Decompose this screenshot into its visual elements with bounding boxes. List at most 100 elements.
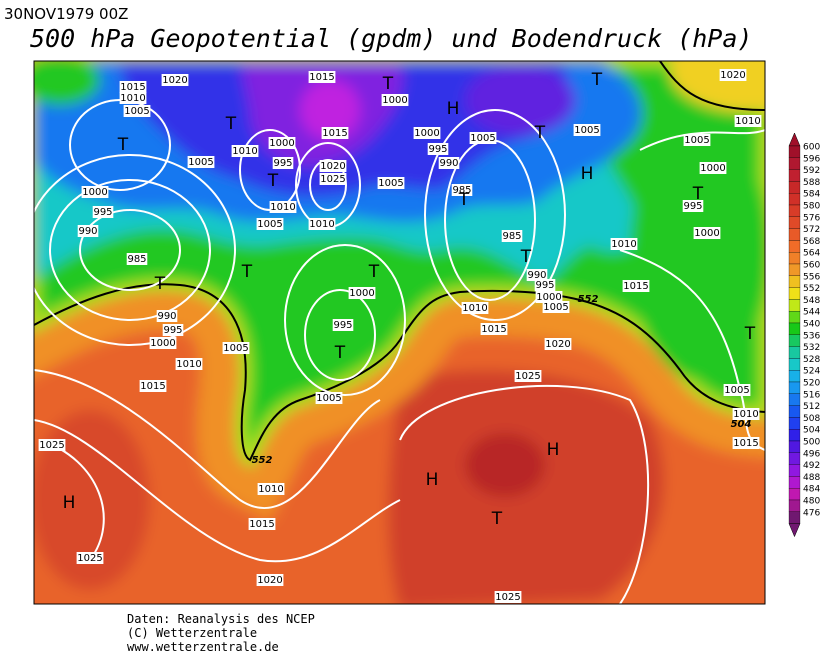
isobar-label: 995 (683, 201, 702, 212)
colorbar-label: 596 (803, 154, 820, 164)
colorbar-label: 488 (803, 473, 820, 483)
isobar-label: 985 (452, 185, 471, 196)
colorbar-label: 548 (803, 296, 820, 306)
isobar-label: 1005 (470, 133, 495, 144)
colorbar-cell (788, 429, 801, 442)
isobar-label-bg (119, 92, 147, 104)
isobar-label-bg (126, 253, 148, 265)
isobar-label-bg (427, 143, 449, 155)
isobar-label: 1000 (269, 138, 294, 149)
isobar-label: 995 (535, 280, 554, 291)
contour-label: 552 (578, 294, 599, 305)
isobar-label-bg (534, 279, 556, 291)
isobar-label: 1020 (257, 575, 282, 586)
isobar-label: 1000 (700, 163, 725, 174)
isobar-label: 995 (428, 144, 447, 155)
isobar-label-bg (308, 218, 336, 230)
isobar-label: 990 (527, 270, 546, 281)
isobar-label: 1015 (140, 381, 165, 392)
isobar-label-bg (268, 137, 296, 149)
isobar-label: 1010 (120, 93, 145, 104)
isobar-label-bg (693, 227, 721, 239)
isobar-label-bg (256, 218, 284, 230)
isobar-label: 1000 (82, 187, 107, 198)
colorbar-label: 480 (803, 497, 820, 507)
pressure-center: T (382, 74, 394, 94)
colorbar-label: 504 (803, 426, 820, 436)
isobar-label-bg (256, 574, 284, 586)
pressure-center: T (225, 114, 237, 134)
isobar-label-bg (514, 370, 542, 382)
colorbar-cell (788, 252, 801, 265)
isobar-label-bg (175, 358, 203, 370)
isobar-label: 1010 (733, 409, 758, 420)
isobar-label: 1015 (120, 82, 145, 93)
colorbar-label: 556 (803, 272, 820, 282)
isobar-label: 1020 (320, 161, 345, 172)
colorbar-label: 560 (803, 261, 820, 271)
isobar-label-bg (156, 310, 178, 322)
isobar-label: 1010 (611, 239, 636, 250)
isobar-label: 1000 (694, 228, 719, 239)
colorbar-label: 544 (803, 308, 820, 318)
pressure-center: H (547, 440, 560, 460)
isobar-label-bg (315, 392, 343, 404)
isobar-label: 1015 (623, 281, 648, 292)
isobar-label: 1025 (39, 440, 64, 451)
map-title: 500 hPa Geopotential (gpdm) und Bodendru… (30, 24, 752, 53)
isobar-label-bg (308, 71, 336, 83)
pressure-center: T (267, 171, 279, 191)
isobar-label: 1005 (223, 343, 248, 354)
colorbar-cell (788, 299, 801, 312)
colorbar-cell (788, 346, 801, 359)
colorbar-arrow-bottom (788, 523, 801, 538)
isobar-label-bg (734, 115, 762, 127)
isobar-label: 1020 (545, 339, 570, 350)
isobar-label-bg (162, 324, 184, 336)
footer: Daten: Reanalysis des NCEP(C) Wetterzent… (127, 612, 315, 654)
isobar-label: 995 (163, 325, 182, 336)
footer-line: www.wetterzentrale.de (127, 640, 279, 654)
isobar-label-bg (139, 380, 167, 392)
pressure-center: T (241, 262, 253, 282)
pressure-center: T (368, 262, 380, 282)
colorbar-cell (788, 157, 801, 170)
colorbar-label: 540 (803, 320, 820, 330)
isobar-label-bg (622, 280, 650, 292)
isobar-label: 1000 (414, 128, 439, 139)
pressure-center: T (692, 184, 704, 204)
isobar-label-bg (76, 552, 104, 564)
colorbar-cell (788, 287, 801, 300)
colorbar-cell (788, 169, 801, 182)
pressure-center: T (520, 247, 532, 267)
isobar-label-bg (610, 238, 638, 250)
isobar-label-bg (348, 287, 376, 299)
isobar-label-bg (544, 338, 572, 350)
colorbar-cell (788, 476, 801, 489)
colorbar-cell (788, 216, 801, 229)
colorbar-cell (788, 334, 801, 347)
isobar-label-bg (38, 439, 66, 451)
isobar-label: 1025 (515, 371, 540, 382)
colorbar-label: 528 (803, 355, 820, 365)
isobar-label-bg (480, 323, 508, 335)
footer-line: Daten: Reanalysis des NCEP (127, 612, 315, 626)
colorbar-cell (788, 228, 801, 241)
colorbar-cell (788, 193, 801, 206)
isobar-label: 1015 (249, 519, 274, 530)
isobar-label: 1015 (309, 72, 334, 83)
isobar-label-bg (321, 127, 349, 139)
colorbar-label: 516 (803, 390, 820, 400)
isobar-label-bg (319, 160, 347, 172)
colorbar-cell (788, 405, 801, 418)
isobar-label-bg (123, 105, 151, 117)
contour-label: 552 (252, 455, 273, 466)
colorbar-label: 492 (803, 461, 820, 471)
isobar-label: 1025 (77, 553, 102, 564)
pressure-center: H (447, 99, 460, 119)
colorbar-cell (788, 263, 801, 276)
pressure-center: H (581, 164, 594, 184)
colorbar-cell (788, 145, 801, 158)
